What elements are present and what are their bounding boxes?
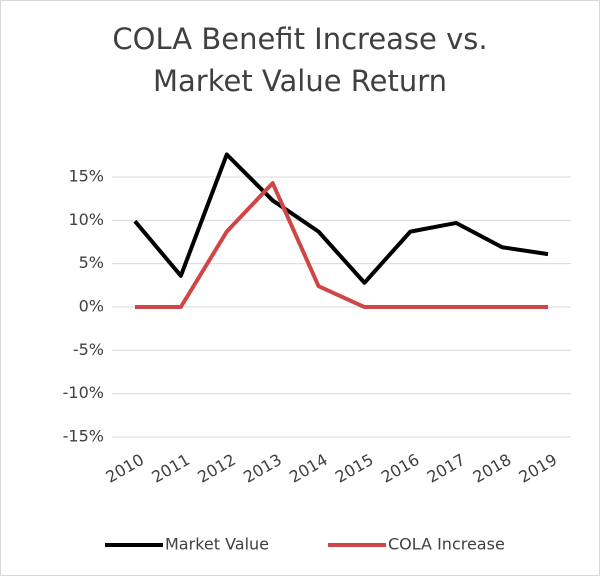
chart-title: COLA Benefit Increase vs. Market Value R…: [112, 22, 488, 98]
legend-label: Market Value: [165, 535, 269, 554]
y-tick-label: 0%: [79, 297, 104, 316]
y-tick-label: 5%: [79, 253, 104, 272]
y-tick-label: -5%: [73, 340, 104, 359]
y-tick-label: -15%: [63, 427, 104, 446]
legend-label: COLA Increase: [388, 535, 505, 554]
y-tick-label: 10%: [68, 210, 104, 229]
y-tick-label: 15%: [68, 167, 104, 186]
line-series: [134, 181, 549, 310]
y-tick-label: -10%: [63, 383, 104, 402]
line-series: [133, 152, 549, 285]
